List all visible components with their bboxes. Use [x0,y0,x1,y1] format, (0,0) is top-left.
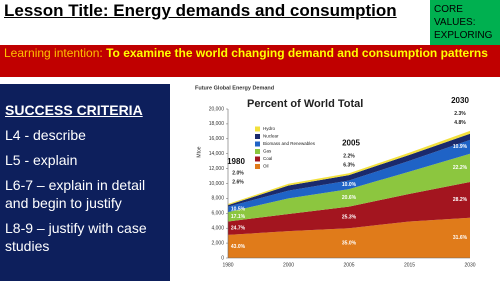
chart-title: Future Global Energy Demand [195,85,274,91]
y-axis-label: Mtoe [196,146,202,157]
percent-label: 2.2% [343,154,355,160]
legend-swatch [255,134,260,139]
percent-label: 4.8% [454,120,466,126]
period-label: 1980 [227,157,245,166]
area [228,182,470,235]
legend-label: Nuclear [263,134,279,139]
x-tick-label: 2030 [464,262,475,268]
percent-label: 17.1% [231,214,246,220]
percent-label: 25.3% [342,215,357,221]
period-label: 2030 [451,96,469,105]
area [228,217,470,258]
percent-label: 20.6% [342,195,357,201]
intention-text: To examine the world changing demand and… [106,46,488,60]
success-panel: SUCCESS CRITERIA L4 - describe L5 - expla… [0,84,170,281]
legend-label: Coal [263,156,272,161]
criteria-item: L8-9 – justify with case studies [5,220,147,254]
criteria-item: L6-7 – explain in detail and begin to ju… [5,177,146,211]
percent-label: 24.7% [231,226,246,232]
legend-swatch [255,164,260,169]
legend-label: Oil [263,164,269,169]
percent-label: 2.0% [232,170,244,176]
period-label: 2005 [342,138,360,147]
learning-intention: Learning intention: To examine the world… [0,45,500,77]
x-tick-label: 2005 [343,262,354,268]
legend-swatch [255,141,260,147]
intention-label: Learning intention: [4,46,103,60]
y-tick-label: 12,000 [209,166,225,172]
chart: Future Global Energy Demand Percent of Wo… [195,85,476,268]
legend-swatch [255,156,260,162]
y-tick-label: 10,000 [209,181,225,187]
percent-label: 35.0% [342,240,357,246]
criteria-item: L4 - describe [5,127,86,143]
legend-label: Biomass and Renewables [263,141,316,146]
x-tick-label: 1980 [222,262,233,268]
legend-label: Gas [263,149,272,154]
y-tick-label: 14,000 [209,151,225,157]
percent-label: 28.2% [453,197,468,203]
x-tick-label: 2015 [404,262,415,268]
y-tick-label: 4,000 [211,226,224,232]
area [228,133,470,207]
y-tick-label: 6,000 [211,211,224,217]
percent-label: 10.5% [231,207,246,213]
percent-label: 22.2% [453,165,468,171]
percent-label: 2.6% [232,179,244,185]
criteria-heading: SUCCESS CRITERIA [5,102,143,118]
percent-label: 31.6% [453,235,468,241]
core-values: CORE VALUES: EXPLORING [430,0,500,46]
legend-swatch [255,149,260,154]
legend-label: Hydro [263,126,276,131]
y-tick-label: 8,000 [211,196,224,202]
criteria-item: L5 - explain [5,152,78,168]
x-tick-label: 2000 [283,262,294,268]
y-tick-label: 16,000 [209,136,225,142]
area [228,153,470,222]
percent-label: 43.0% [231,244,246,250]
y-tick-label: 18,000 [209,121,225,127]
percent-label: 10.0% [342,182,357,188]
y-tick-label: 20,000 [209,106,225,112]
percent-label: 10.9% [453,144,468,150]
area [228,139,470,213]
chart-subtitle: Percent of World Total [247,98,363,110]
percent-label: 6.3% [343,163,355,169]
y-tick-label: 2,000 [211,240,224,246]
percent-label: 2.3% [454,111,466,117]
lesson-title: Lesson Title: Energy demands and consump… [4,1,397,20]
legend-swatch [255,126,260,132]
y-tick-label: 0 [221,255,224,261]
